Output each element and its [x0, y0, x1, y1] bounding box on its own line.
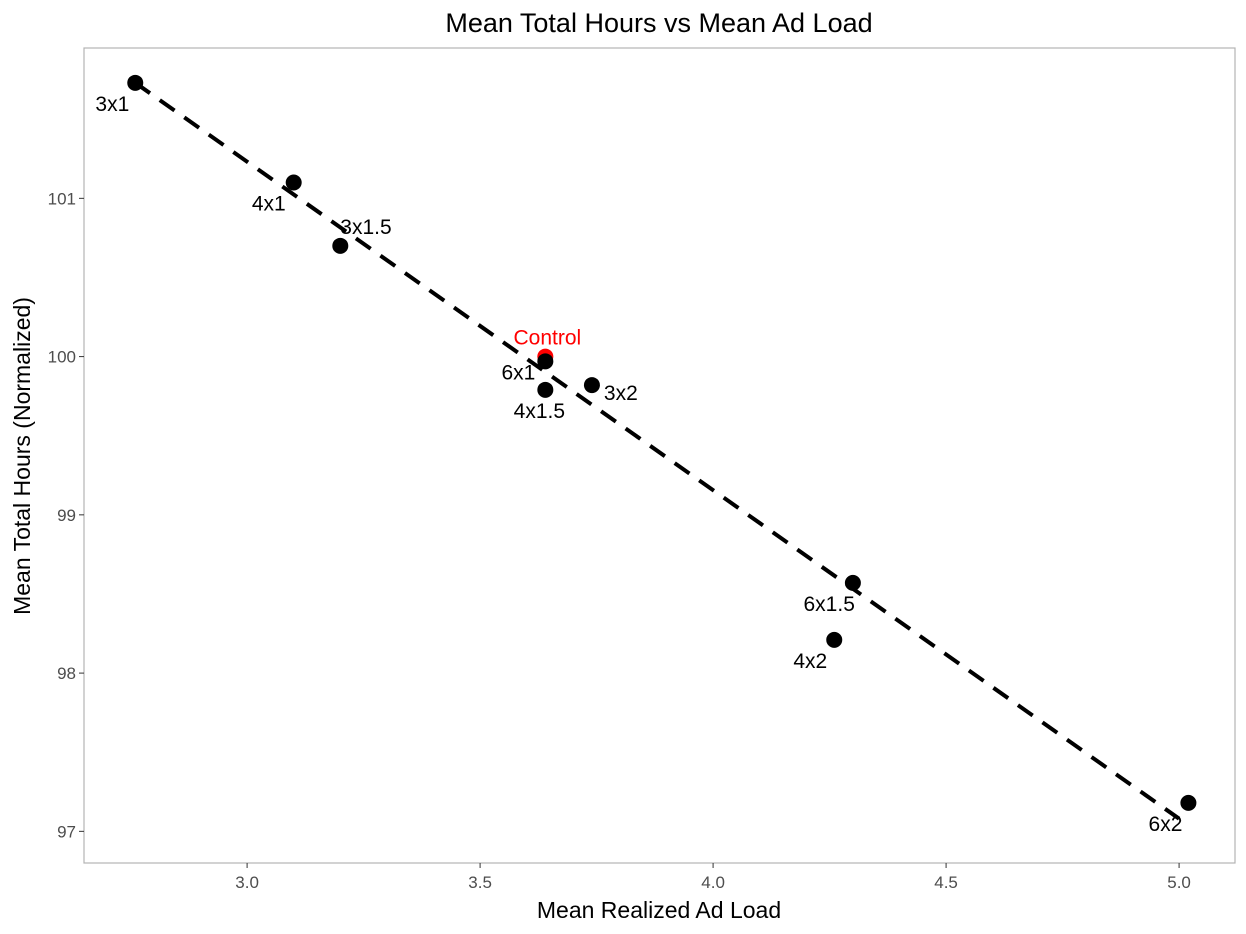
- points-layer: [127, 74, 1197, 811]
- point-label: 4x1.5: [514, 400, 565, 423]
- y-tick-label: 101: [48, 189, 76, 208]
- data-point: [537, 381, 554, 398]
- data-point: [1180, 794, 1197, 811]
- y-axis-label: Mean Total Hours (Normalized): [9, 297, 35, 615]
- y-tick-label: 99: [57, 506, 76, 525]
- point-label: 3x1.5: [340, 216, 391, 239]
- chart-title: Mean Total Hours vs Mean Ad Load: [445, 8, 872, 38]
- data-point: [844, 574, 861, 591]
- y-tick-label: 100: [48, 348, 76, 367]
- point-label: 6x1: [501, 361, 535, 384]
- x-tick-label: 4.5: [934, 873, 958, 892]
- point-label: 6x2: [1149, 813, 1183, 836]
- point-label: 6x1.5: [804, 593, 855, 616]
- point-label: 3x2: [604, 382, 638, 405]
- trend-line-layer: [134, 81, 1181, 821]
- y-axis: 97 98 99 100 101: [48, 189, 84, 841]
- data-point: [127, 74, 144, 91]
- y-tick-label: 97: [57, 822, 76, 841]
- plot-panel: [83, 47, 1236, 864]
- data-point: [537, 353, 554, 370]
- x-tick-label: 4.0: [701, 873, 725, 892]
- x-axis: 3.0 3.5 4.0 4.5 5.0: [235, 863, 1191, 892]
- x-axis-label: Mean Realized Ad Load: [537, 897, 781, 923]
- x-tick-label: 5.0: [1167, 873, 1191, 892]
- point-label: 4x1: [252, 193, 286, 216]
- trend-line: [134, 81, 1181, 821]
- data-point: [583, 377, 600, 394]
- point-label: Control: [513, 327, 581, 350]
- x-tick-label: 3.5: [468, 873, 492, 892]
- data-point: [826, 631, 843, 648]
- x-tick-label: 3.0: [235, 873, 259, 892]
- point-label: 4x2: [793, 650, 827, 673]
- data-point: [285, 174, 302, 191]
- point-labels-layer: 3x1 4x1 3x1.5 Control 6x1 4x1.5 3x2 6x1.5 4x2 6x2: [95, 93, 1182, 836]
- y-tick-label: 98: [57, 664, 76, 683]
- data-point: [332, 237, 349, 254]
- point-label: 3x1: [95, 93, 129, 116]
